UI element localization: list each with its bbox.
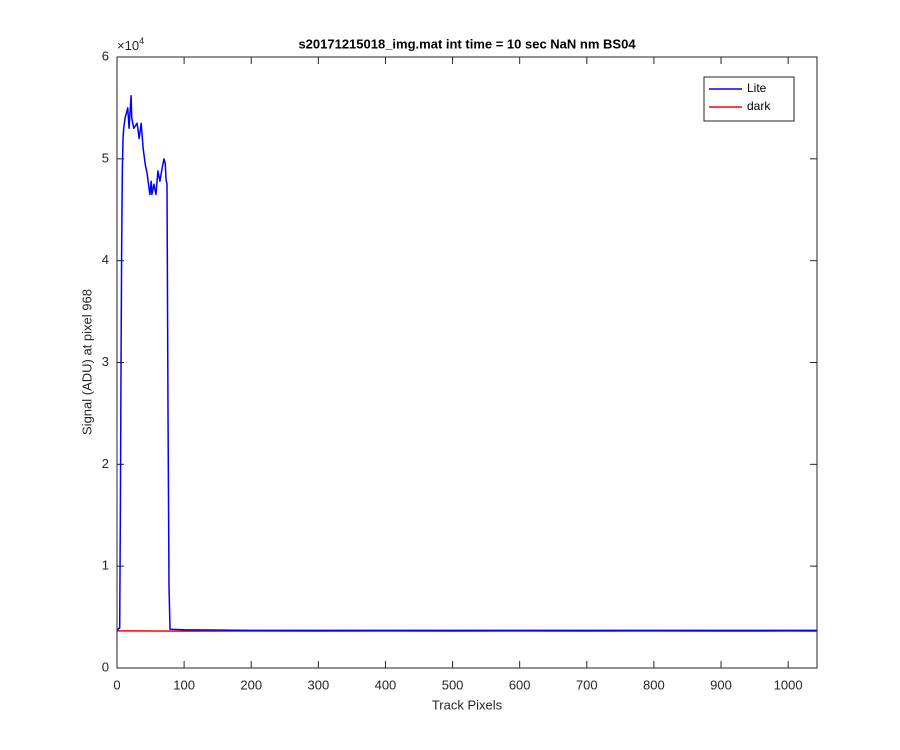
y-multiplier-base: ×10 <box>117 38 139 53</box>
y-multiplier-exponent: 4 <box>139 36 144 46</box>
chart-title: s20171215018_img.mat int time = 10 sec N… <box>298 36 636 51</box>
y-tick-label: 1 <box>102 558 109 573</box>
plot-area <box>117 57 817 668</box>
x-tick-label: 700 <box>576 677 598 692</box>
legend: Lite dark <box>703 76 795 122</box>
x-tick-label: 800 <box>643 677 665 692</box>
x-tick-label: 200 <box>240 677 262 692</box>
y-tick-label: 0 <box>102 659 109 674</box>
x-tick-label: 400 <box>375 677 397 692</box>
y-tick-label: 2 <box>102 456 109 471</box>
axes-box <box>116 56 818 669</box>
x-tick-label: 300 <box>307 677 329 692</box>
legend-label: dark <box>747 99 771 113</box>
y-tick-label: 4 <box>102 252 109 267</box>
legend-box <box>703 76 795 122</box>
data-line <box>116 94 817 632</box>
legend-label: Lite <box>747 81 767 95</box>
x-tick-label: 0 <box>113 677 120 692</box>
x-axis-label: Track Pixels <box>432 697 503 712</box>
y-axis-label: Signal (ADU) at pixel 968 <box>79 289 94 435</box>
y-tick-label: 5 <box>102 150 109 165</box>
y-tick-label: 3 <box>102 354 109 369</box>
y-tick-label: 6 <box>102 48 109 63</box>
x-tick-label: 500 <box>442 677 464 692</box>
x-tick-label: 1000 <box>774 677 803 692</box>
x-tick-label: 100 <box>173 677 195 692</box>
y-multiplier: ×104 <box>117 36 144 53</box>
x-tick-label: 600 <box>509 677 531 692</box>
x-tick-label: 900 <box>710 677 732 692</box>
